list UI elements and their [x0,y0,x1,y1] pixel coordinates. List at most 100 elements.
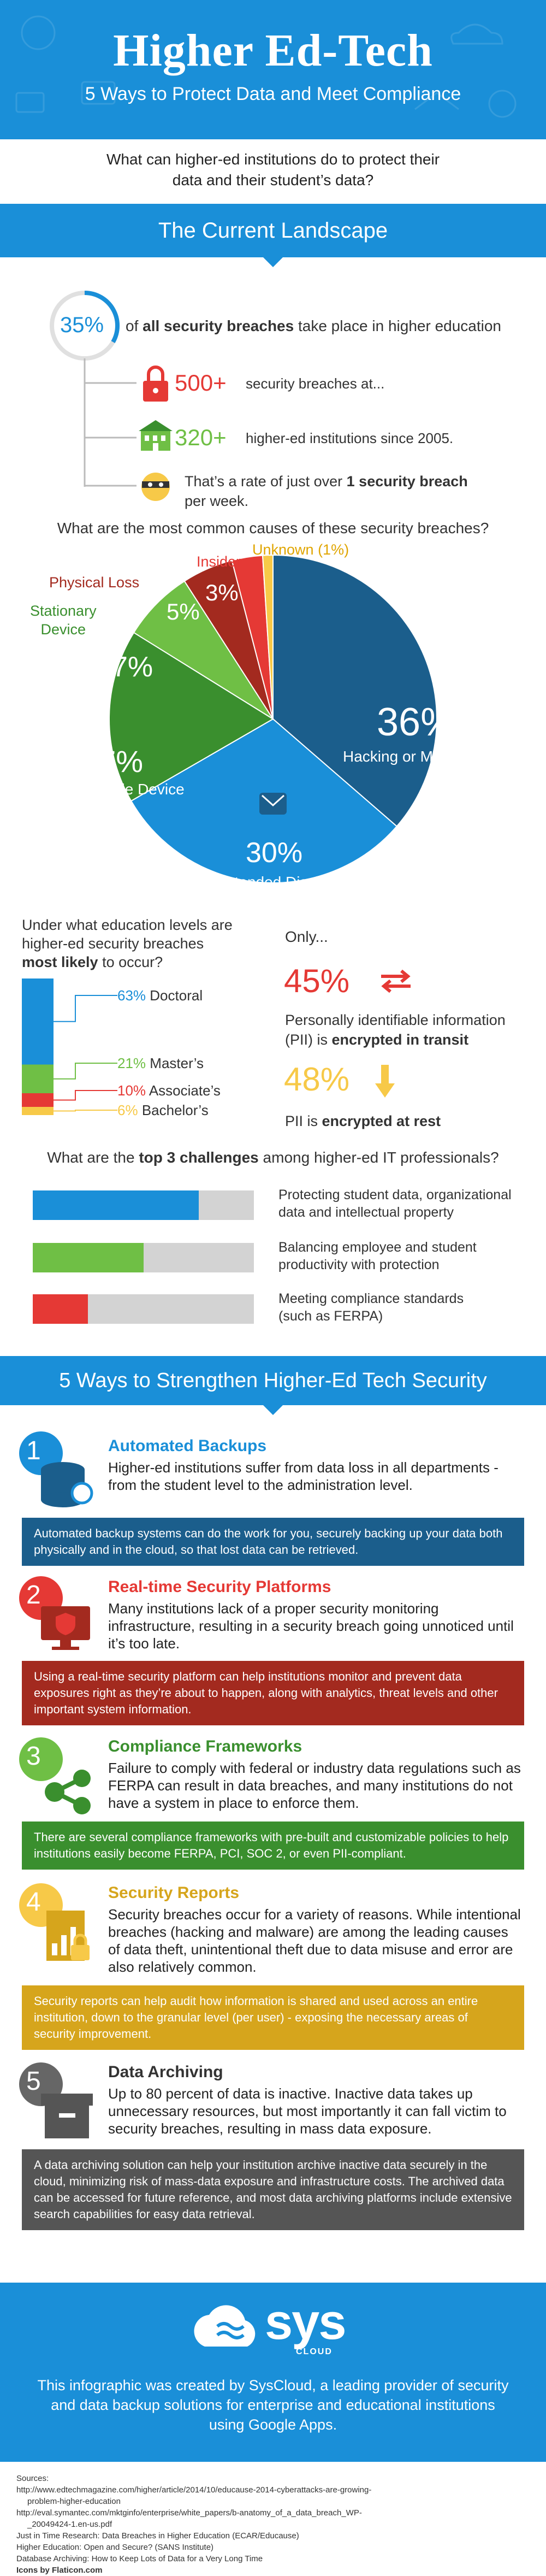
network-share-icon [19,1737,91,1814]
education-levels-chart [22,978,117,1115]
level-bar-masters [22,1064,54,1093]
levels-question: Under what education levels are higher-e… [22,917,233,970]
pie-name-portable: Portable Device [76,781,185,798]
level-bar-doctoral [22,978,54,1065]
way-4-body: Security breaches occur for a variety of… [108,1906,521,1975]
source-line[interactable]: http://www.edtechmagazine.com/higher/art… [16,2485,372,2495]
syscloud-logo-text: sys [265,2294,346,2350]
down-arrow-icon [375,1065,395,1098]
challenge-bar-2 [33,1243,254,1272]
pct-ring-fill [84,291,120,343]
icons-credit: Icons by Flaticon.com [16,2566,103,2575]
stat-320-text: higher-ed institutions since 2005. [246,430,454,446]
way-1-number: 1 [26,1436,41,1465]
way-1-title: Automated Backups [108,1437,267,1455]
monitor-shield-icon [19,1576,90,1650]
way-4-number: 4 [26,1888,41,1917]
challenge-text-3: Meeting compliance standards (such as FER… [278,1291,464,1324]
way-4-title: Security Reports [108,1884,240,1902]
pii-45-text: Personally identifiable information (PII… [285,1012,506,1048]
landscape-section-header: The Current Landscape [0,204,546,267]
pie-slice-stationary [133,580,274,720]
stat-500-value: 500+ [175,370,227,396]
stat-35-text: of all security breaches take place in h… [126,317,502,334]
way-1-body: Higher-ed institutions suffer from data … [108,1459,498,1493]
way-5-body: Up to 80 percent of data is inactive. In… [108,2085,507,2137]
way-5-callout: A data archiving solution can help your … [22,2149,524,2230]
level-masters: 21% Master’s [117,1055,204,1071]
header-pattern [15,15,517,118]
stats-graphics [50,291,173,501]
challenge-bar-fill-1 [33,1190,199,1220]
envelope-broken-icon [259,793,287,815]
pie-label-insider: Insider [197,553,241,570]
section-notch [263,1405,283,1415]
level-doctoral: 63% Doctoral [117,987,203,1004]
source-line: Higher Education: Open and Secure? (SANS… [16,2543,214,2552]
pie-value-physical-loss: 5% [167,599,200,624]
pie-question: What are the most common causes of these… [57,520,489,537]
pie-slice-unknown [262,554,274,720]
sources-label: Sources: [16,2474,49,2483]
pie-name-hacking: Hacking or Malware [343,748,478,765]
level-connector [54,995,117,1022]
archive-box-icon [19,2062,93,2138]
landscape-title: The Current Landscape [158,219,388,243]
way-3-callout: There are several compliance frameworks … [22,1822,524,1870]
lock-icon [143,366,168,402]
page-subtitle: 5 Ways to Protect Data and Meet Complian… [85,84,461,104]
stat-320-value: 320+ [175,425,227,450]
pie-slice-hacking [272,554,437,827]
level-bachelors: 6% Bachelor’s [117,1102,209,1118]
challenge-bar-3 [33,1294,254,1324]
way-3-body: Failure to comply with federal or indust… [108,1760,521,1811]
challenge-bar-fill-3 [33,1294,88,1324]
way-2-title: Real-time Security Platforms [108,1578,331,1596]
challenge-text-1: Protecting student data, organizational d… [278,1187,512,1220]
pii-48-value: 48% [284,1061,350,1098]
pie-label-physical-loss: Physical Loss [49,574,140,591]
pii-only: Only... [285,928,328,945]
level-associates: 10% Associate’s [117,1082,221,1099]
syscloud-logo-icon [194,2305,256,2347]
pie-value-insider: 3% [205,580,239,605]
stat-35-bold: all security breaches [143,317,294,334]
report-lock-icon [19,1883,90,1961]
stat-rate-text: That’s a rate of just over 1 security br… [185,473,468,509]
source-line[interactable]: problem-higher-education [27,2497,121,2506]
pii-48-text: PII is encrypted at rest [285,1113,441,1129]
pie-label-unknown: Unknown (1%) [252,541,349,558]
level-bar-associates [22,1093,54,1107]
pie-slice-portable [109,632,274,802]
intro-line-2: data and their student’s data? [172,172,374,188]
level-bar-bachelors [22,1107,54,1115]
way-4-callout: Security reports can help audit how info… [22,1985,524,2050]
stat-500-text: security breaches at... [246,375,385,392]
transfer-arrows-icon [381,969,411,993]
pie-value-unintended: 30% [246,837,303,869]
pie-value-portable: 17% [82,744,144,779]
source-line[interactable]: http://eval.symantec.com/mktginfo/enterp… [16,2508,362,2518]
pii-45-value: 45% [284,963,350,999]
footer-credit: This infographic was created by SysCloud… [37,2377,509,2433]
pie-label-stationary: Stationary Device [30,603,97,638]
way-2-number: 2 [26,1581,41,1610]
source-line: Database Archiving: How to Keep Lots of … [16,2554,263,2563]
stat-35-value: 35% [60,313,104,337]
page-title: Higher Ed-Tech [113,25,433,76]
source-line[interactable]: _20049424-1.en-us.pdf [27,2520,112,2529]
school-building-icon [139,420,173,451]
source-line: Just in Time Research: Data Breaches in … [16,2531,299,2540]
syscloud-logo-sub: CLOUD [296,2347,333,2356]
challenge-bar-fill-2 [33,1243,144,1272]
pie-name-unintended: Unintended Disclosure [203,874,357,891]
intro-line-1: What can higher-ed institutions do to pr… [106,151,440,168]
level-connector [54,1063,117,1080]
pie-value-stationary: 7% [112,651,153,683]
way-3-number: 3 [26,1742,41,1771]
footer-banner: sys CLOUD This infographic was created b… [0,2283,546,2462]
level-connector [54,1090,117,1101]
burglar-mask-icon [141,473,170,501]
way-5-number: 5 [26,2067,41,2096]
challenges-question: What are the top 3 challenges among high… [47,1149,499,1166]
